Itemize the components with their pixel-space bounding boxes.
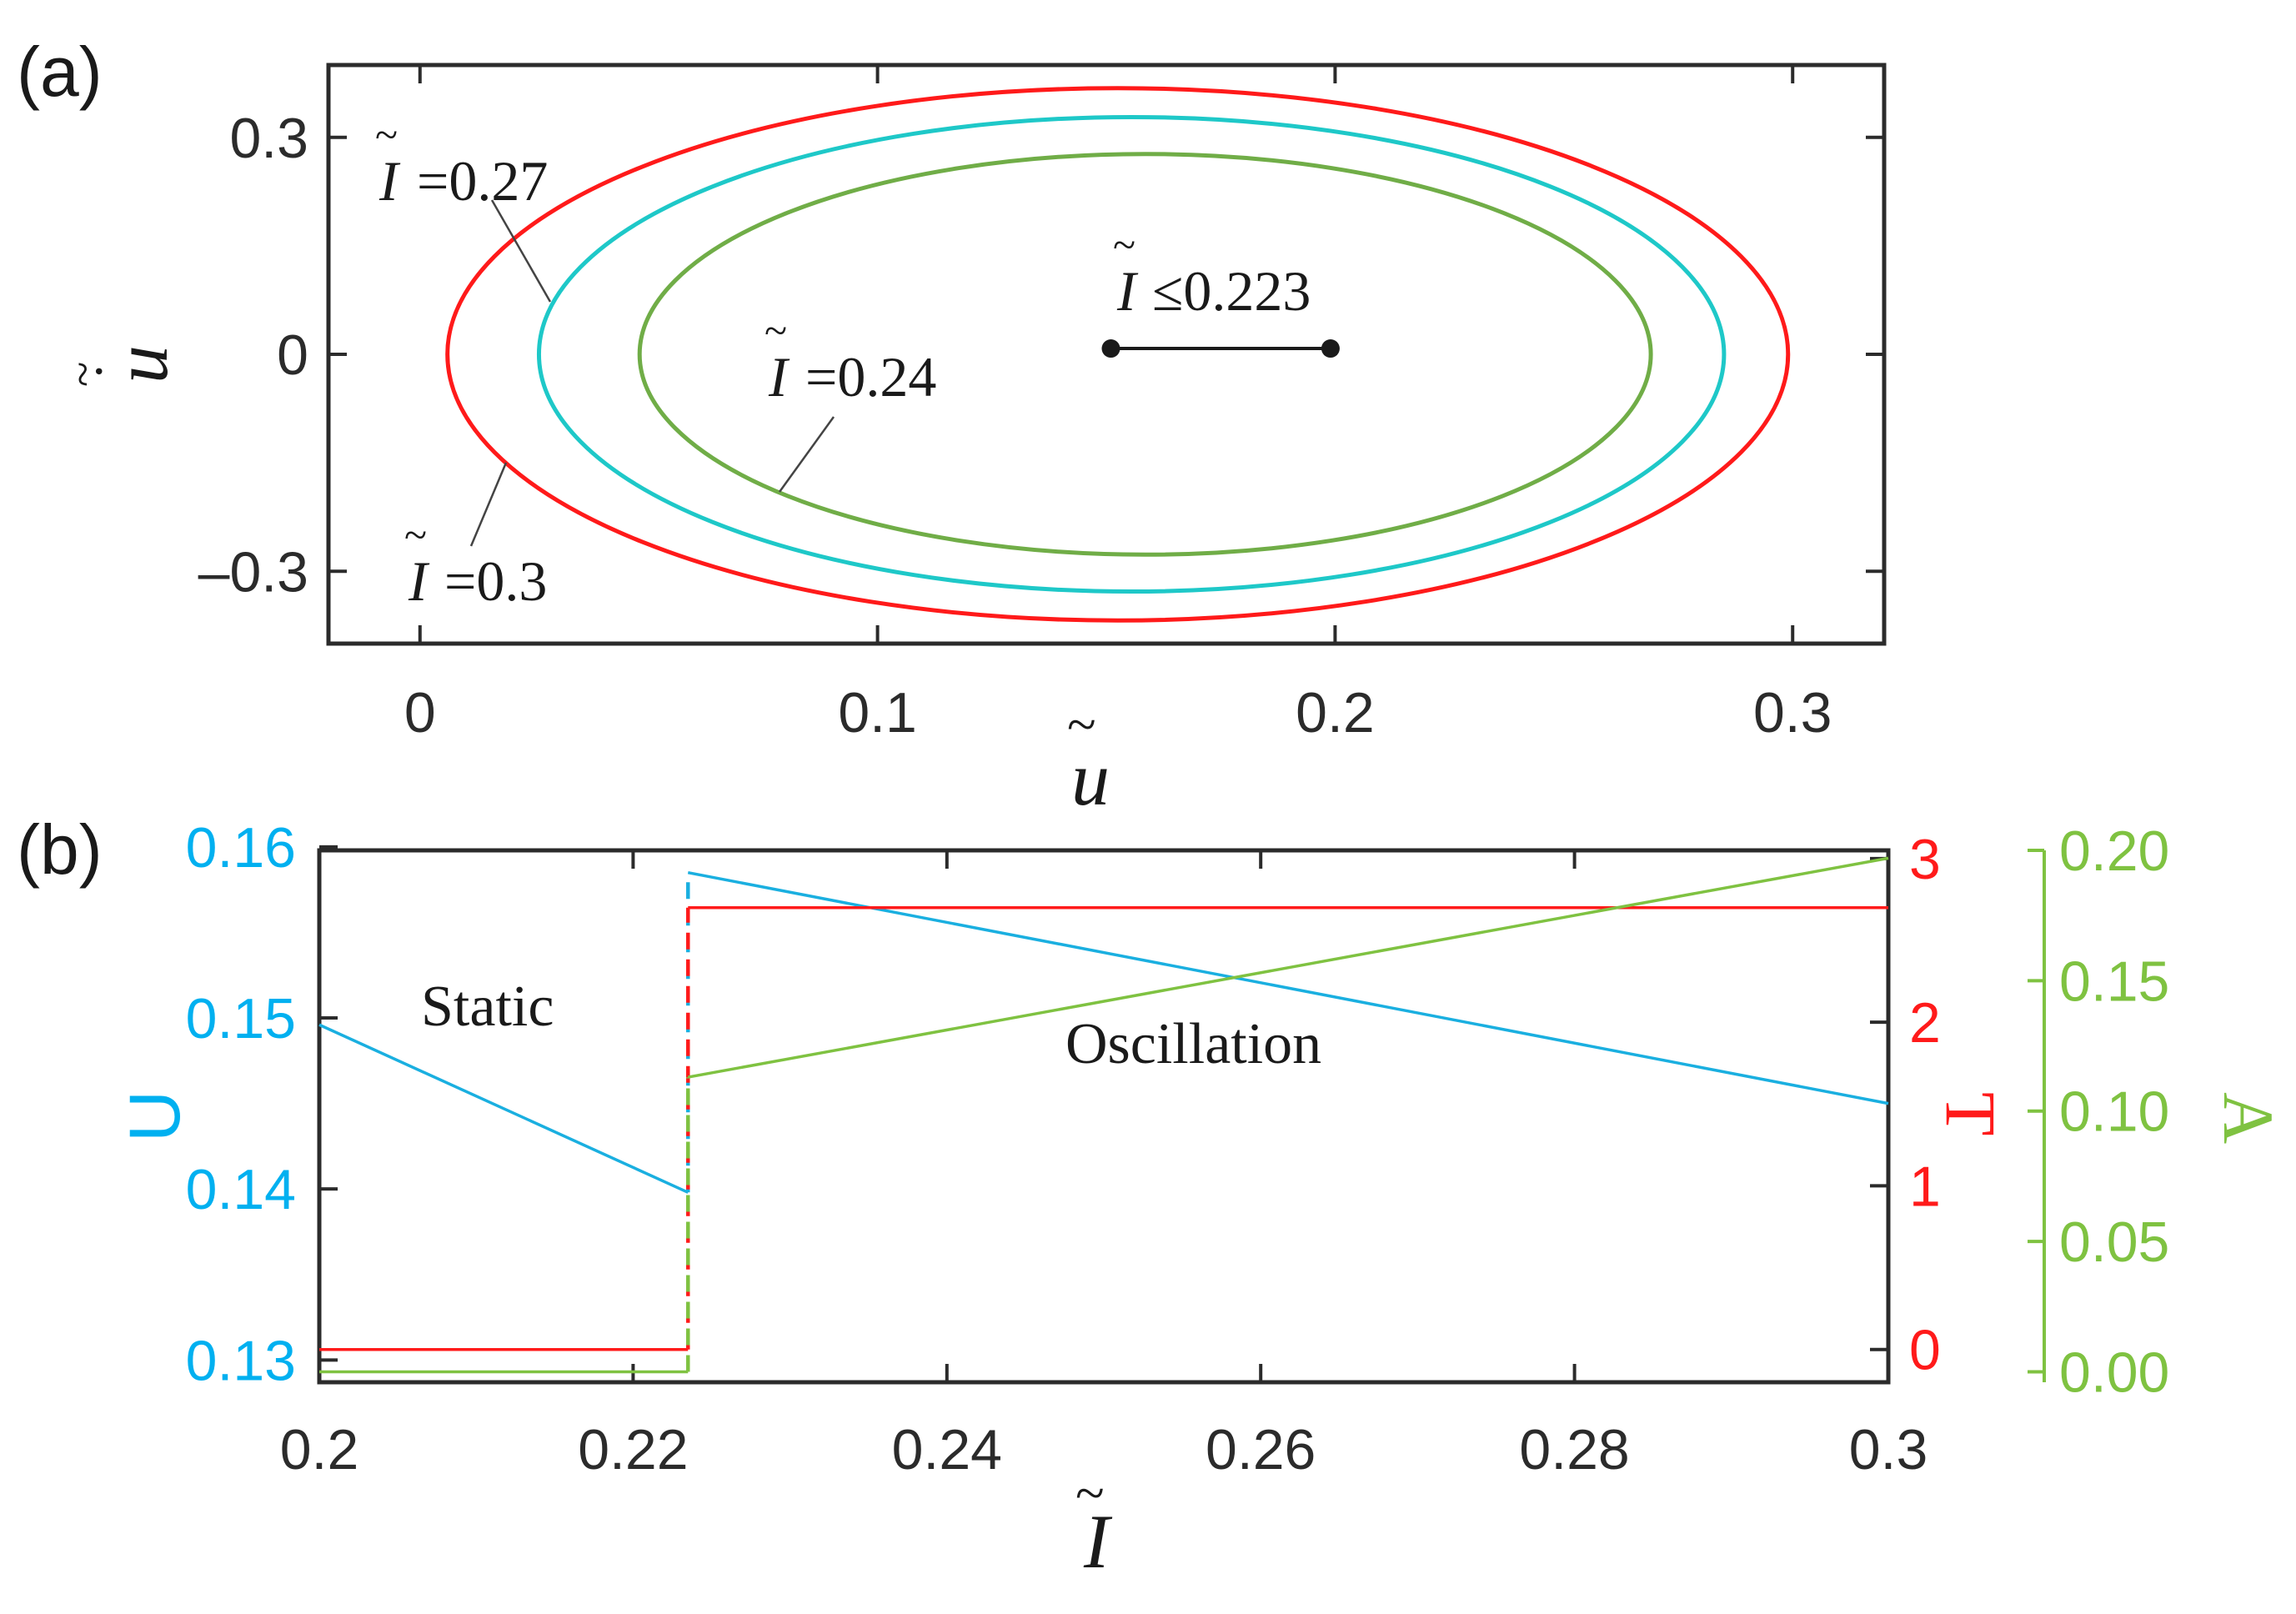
t-tick-label: 3 (1909, 828, 1941, 891)
t-tick-label: 0 (1909, 1319, 1941, 1382)
panel-a-label: (a) (17, 33, 103, 111)
panel-b-ticks (318, 845, 1890, 1382)
italic-i-symbol: I (768, 345, 790, 409)
label-i03-text: =0.3 (444, 549, 547, 613)
t-tick-label: 1 (1909, 1155, 1941, 1218)
panel-a: (a) 0 0.1 0.2 0.3 0.3 0 –0.3 I ~ =0.27 I ~ =0… (17, 33, 1887, 821)
italic-i-symbol: I (378, 149, 401, 213)
x-tick-label: 0.22 (578, 1418, 688, 1481)
static-label: Static (421, 975, 554, 1039)
y-axis-label-u: u (98, 345, 183, 383)
a-axis-title: A (2208, 1092, 2288, 1144)
u-tick-label: 0.13 (186, 1329, 296, 1392)
a-tick-label: 0.15 (2059, 950, 2169, 1013)
tilde-symbol: ~ (1067, 694, 1096, 754)
panel-b-a-axis: 0.00 0.05 0.10 0.15 0.20 (2028, 820, 2169, 1404)
orbit-i-0-3 (445, 86, 1791, 623)
dot-symbol: · (69, 363, 128, 380)
tilde-symbol: ~ (58, 362, 109, 387)
italic-i-symbol: I (408, 549, 430, 613)
panel-a-y-axis-label: u · ~ (58, 345, 183, 387)
panel-a-ticks (328, 65, 1884, 644)
panel-b-curves (318, 856, 1889, 1374)
u-tick-label: 0.15 (186, 987, 296, 1050)
label-i024-text: =0.24 (805, 345, 936, 409)
a-tick-label: 0.00 (2059, 1341, 2169, 1404)
u-tick-label: 0.14 (186, 1158, 296, 1221)
x-tick-label: 0.3 (1849, 1418, 1928, 1481)
y-tick-label: –0.3 (198, 540, 308, 604)
series-u-solid (318, 1023, 689, 1194)
tilde-symbol: ~ (404, 511, 427, 558)
x-tick-label: 0.28 (1519, 1418, 1629, 1481)
x-tick-label: 0.1 (838, 681, 917, 744)
x-tick-label: 0.24 (892, 1418, 1002, 1481)
label-i024: I ~ =0.24 (764, 307, 936, 409)
panel-b-x-tick-labels: 0.2 0.22 0.24 0.26 0.28 0.3 (280, 1418, 1928, 1481)
a-tick-label: 0.10 (2059, 1080, 2169, 1144)
panel-a-x-axis-label: u ~ (1067, 694, 1110, 821)
panel-b-t-tick-labels: 0 1 2 3 (1909, 828, 1941, 1382)
u-tick-label: 0.16 (186, 816, 296, 880)
label-i03: I ~ =0.3 (404, 511, 547, 613)
tilde-symbol: ~ (1113, 221, 1135, 268)
t-tick-label: 2 (1909, 991, 1941, 1055)
x-tick-label: 0.26 (1206, 1418, 1316, 1481)
panel-b-x-axis-label: I ~ (1075, 1463, 1113, 1584)
tilde-symbol: ~ (1075, 1463, 1105, 1522)
label-i0223-text: ≤0.223 (1152, 259, 1311, 323)
u-axis-title: U (115, 1090, 195, 1142)
x-tick-label: 0.3 (1753, 681, 1832, 744)
series-a-solid (687, 856, 1889, 1079)
leader-line-i024 (778, 416, 835, 493)
panel-a-curves (445, 86, 1791, 623)
a-tick-label: 0.05 (2059, 1210, 2169, 1274)
orbit-i-0-27 (536, 114, 1727, 594)
y-tick-label: 0 (277, 323, 308, 387)
label-i027-text: =0.27 (417, 149, 548, 213)
tilde-symbol: ~ (764, 307, 787, 353)
panel-b-frame (317, 848, 1891, 1385)
x-tick-label: 0.2 (1296, 681, 1375, 744)
x-tick-label: 0 (404, 681, 436, 744)
series-u-solid (687, 870, 1889, 1105)
leader-line-i027 (490, 199, 552, 303)
fixed-point-marker (1101, 339, 1120, 358)
orbit-i-0-24 (637, 152, 1653, 557)
t-axis-title: T (1931, 1092, 2011, 1136)
tilde-symbol: ~ (375, 111, 398, 158)
panel-b-u-tick-labels: 0.13 0.14 0.15 0.16 (186, 816, 296, 1392)
label-i0223: I ~ ≤0.223 (1113, 221, 1311, 323)
label-i027: I ~ =0.27 (375, 111, 548, 213)
panel-b: (b) 0.2 0.22 0.24 0.26 0.28 0.3 0.130.140.150… (17, 810, 2288, 1584)
y-tick-label: 0.3 (229, 107, 308, 170)
oscillation-label: Oscillation (1065, 1012, 1321, 1076)
panel-b-label: (b) (17, 810, 103, 889)
panel-a-y-tick-labels: 0.3 0 –0.3 (198, 107, 308, 604)
fixed-point-marker (1321, 339, 1340, 358)
italic-i-symbol: I (1116, 259, 1139, 323)
x-axis-label-i: I (1083, 1499, 1113, 1584)
x-tick-label: 0.2 (280, 1418, 359, 1481)
panel-a-x-tick-labels: 0 0.1 0.2 0.3 (404, 681, 1832, 744)
leader-line-i03 (469, 462, 508, 547)
a-tick-label: 0.20 (2059, 820, 2169, 883)
x-axis-label-u: u (1071, 736, 1110, 821)
